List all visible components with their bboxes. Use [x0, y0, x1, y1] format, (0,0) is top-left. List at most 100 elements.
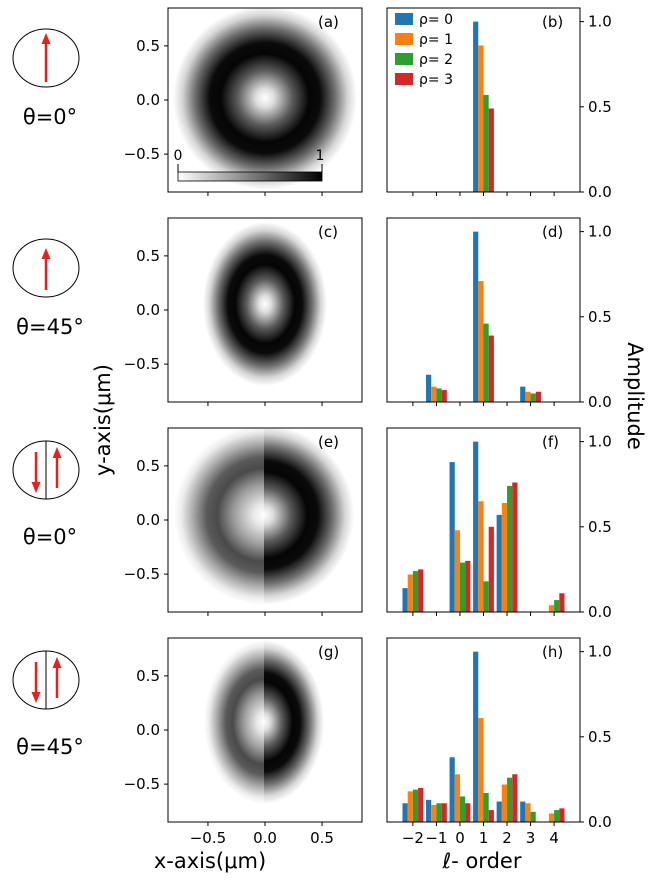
bar: [402, 588, 408, 612]
l-tick-label: 2: [502, 829, 512, 847]
x-axis-label: x-axis(μm): [154, 849, 266, 873]
l-tick-label: 0: [455, 829, 465, 847]
legend-swatch: [395, 33, 413, 45]
bar: [402, 803, 408, 822]
bar: [501, 502, 508, 612]
bar: [507, 485, 513, 612]
bar-charts: 1.0 0.5 0.0 1.0 0.5 0.0 1.0 0.5 0.0 1.0 0.5 0.0 −2 −1…: [386, 7, 612, 847]
legend-swatch: [395, 53, 413, 65]
image-y-tick-label: 0.5: [136, 247, 160, 265]
arrow-up-icon: [41, 248, 51, 259]
amp-tick-label: 0.5: [588, 308, 612, 326]
bar: [512, 482, 518, 612]
bar: [412, 571, 419, 612]
bar: [431, 386, 437, 402]
amp-tick-label: 0.5: [588, 98, 612, 116]
colorbar-max-label: 1: [316, 148, 325, 164]
bar: [488, 108, 494, 192]
bar: [525, 803, 531, 822]
bar-chart-d: 1.0 0.5 0.0: [386, 217, 612, 411]
panel-letter: (h): [542, 643, 563, 661]
amp-tick-label: 1.0: [588, 223, 612, 241]
bar: [496, 514, 502, 612]
amp-tick-label: 0.0: [588, 813, 612, 831]
l-tick-label: 4: [549, 829, 559, 847]
bar: [426, 799, 432, 822]
image-y-ticks: 0.5 0.0 −0.5 0.5 0.0 −0.5 0.5 0.0 −0.5 0.5 0.0 −0.5: [124, 37, 323, 826]
theta-label-3: θ=0°: [23, 525, 77, 549]
bar: [465, 803, 471, 822]
bar: [525, 391, 531, 402]
panel-letter: (b): [542, 13, 563, 31]
bar: [530, 811, 536, 822]
y-axis-label: y-axis(μm): [91, 364, 115, 476]
image-x-tick-label: 0.0: [253, 829, 277, 847]
arrow-up-icon: [52, 447, 62, 458]
l-tick-label: −1: [425, 829, 447, 847]
bar: [465, 560, 471, 612]
bar: [459, 796, 466, 822]
legend-swatch: [395, 73, 413, 85]
bar: [530, 393, 536, 402]
colorbar: 0 1: [174, 148, 325, 182]
image-y-tick-label: 0.5: [136, 37, 160, 55]
bar: [436, 388, 442, 402]
polarisation-glyph-4: [12, 650, 80, 710]
amp-tick-label: 1.0: [588, 643, 612, 661]
colorbar-min-label: 0: [174, 148, 183, 164]
theta-label-2: θ=45°: [16, 315, 84, 339]
bar: [441, 390, 447, 402]
intensity-panel-c: [167, 217, 363, 403]
amp-tick-label: 1.0: [588, 13, 612, 31]
polarisation-glyph-2: [12, 238, 80, 298]
theta-label-4: θ=45°: [16, 735, 84, 759]
image-x-tick-label: 0.5: [310, 829, 334, 847]
legend: ρ= 0 ρ= 1 ρ= 2 ρ= 3: [395, 12, 453, 88]
bar: [473, 21, 479, 193]
bar: [559, 808, 565, 822]
panel-letter: (f): [542, 433, 559, 451]
bar: [407, 791, 413, 822]
bar: [483, 581, 489, 612]
bar: [520, 801, 526, 822]
image-y-tick-label: 0.0: [136, 511, 160, 529]
legend-label: ρ= 3: [419, 72, 453, 88]
bar: [507, 777, 513, 822]
bar: [496, 801, 502, 822]
image-y-tick-label: 0.0: [136, 91, 160, 109]
theta-label-1: θ=0°: [23, 105, 77, 129]
bar: [478, 45, 484, 193]
bar: [431, 804, 437, 822]
bar: [412, 789, 419, 822]
polarisation-glyph-1: [12, 28, 80, 88]
image-y-tick-label: −0.5: [124, 145, 160, 163]
amp-tick-label: 0.0: [588, 393, 612, 411]
panel-letter: (g): [318, 643, 339, 661]
bar-chart-b: 1.0 0.5 0.0: [386, 7, 612, 201]
bar: [473, 441, 479, 612]
bar: [418, 787, 424, 822]
bar: [520, 386, 526, 402]
image-y-tick-label: −0.5: [124, 775, 160, 793]
image-y-tick-label: −0.5: [124, 355, 160, 373]
legend-label: ρ= 2: [419, 52, 453, 68]
bar: [554, 600, 560, 612]
bar: [488, 335, 494, 402]
bar: [512, 774, 518, 822]
bar: [483, 793, 489, 822]
image-y-tick-label: 0.5: [136, 457, 160, 475]
bar: [483, 323, 489, 402]
bar: [454, 774, 460, 822]
panel-letters: (a) (b) (c) (d) (e) (f) (g) (h): [318, 13, 563, 661]
bar: [478, 501, 484, 612]
arrow-up-icon: [41, 33, 51, 44]
bar: [478, 718, 484, 822]
bar: [483, 94, 489, 192]
panel-letter: (d): [542, 223, 563, 241]
l-tick-label: −2: [402, 829, 424, 847]
bar: [418, 569, 424, 612]
intensity-panel-e: [167, 427, 363, 613]
bar: [454, 530, 460, 612]
bar: [554, 810, 560, 822]
amp-tick-label: 0.5: [588, 728, 612, 746]
